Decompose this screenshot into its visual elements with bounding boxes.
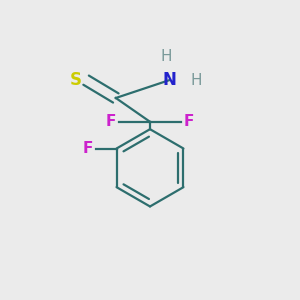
Text: S: S <box>70 70 82 88</box>
Text: F: F <box>184 114 194 129</box>
Text: N: N <box>162 71 176 89</box>
Text: H: H <box>160 49 172 64</box>
Text: H: H <box>190 73 202 88</box>
Text: F: F <box>106 114 116 129</box>
Text: F: F <box>83 141 93 156</box>
